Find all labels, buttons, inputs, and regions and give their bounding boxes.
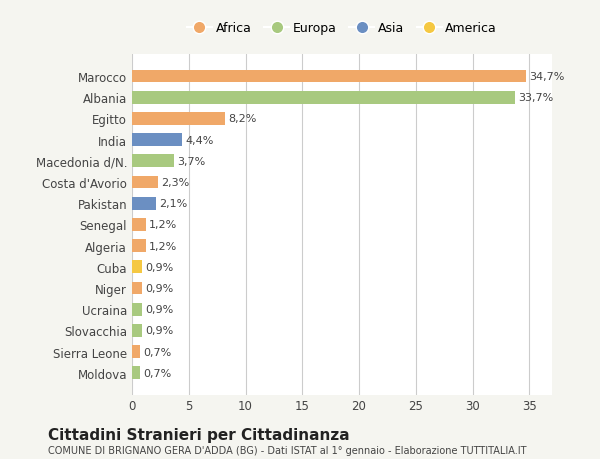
Bar — [132, 303, 142, 316]
Bar — [132, 261, 142, 274]
Text: 0,7%: 0,7% — [143, 368, 172, 378]
Text: 4,4%: 4,4% — [185, 135, 214, 146]
Text: 1,2%: 1,2% — [149, 220, 177, 230]
Text: 0,9%: 0,9% — [146, 326, 174, 336]
Bar — [132, 282, 142, 295]
Bar — [132, 134, 182, 147]
Text: 33,7%: 33,7% — [518, 93, 553, 103]
Bar — [132, 176, 158, 189]
Text: 3,7%: 3,7% — [178, 157, 206, 167]
Text: 1,2%: 1,2% — [149, 241, 177, 251]
Bar — [132, 325, 142, 337]
Text: 0,9%: 0,9% — [146, 262, 174, 272]
Bar — [132, 346, 140, 358]
Legend: Africa, Europa, Asia, America: Africa, Europa, Asia, America — [182, 17, 502, 40]
Text: 34,7%: 34,7% — [529, 72, 565, 82]
Text: COMUNE DI BRIGNANO GERA D'ADDA (BG) - Dati ISTAT al 1° gennaio - Elaborazione TU: COMUNE DI BRIGNANO GERA D'ADDA (BG) - Da… — [48, 445, 527, 455]
Bar — [132, 240, 146, 252]
Text: 0,9%: 0,9% — [146, 304, 174, 314]
Bar — [132, 218, 146, 231]
Bar — [132, 367, 140, 379]
Text: 0,9%: 0,9% — [146, 283, 174, 293]
Text: Cittadini Stranieri per Cittadinanza: Cittadini Stranieri per Cittadinanza — [48, 427, 350, 442]
Bar — [132, 155, 174, 168]
Bar — [132, 113, 225, 125]
Bar — [132, 92, 515, 104]
Bar — [132, 71, 526, 83]
Bar — [132, 197, 156, 210]
Text: 0,7%: 0,7% — [143, 347, 172, 357]
Text: 2,3%: 2,3% — [161, 178, 190, 188]
Text: 2,1%: 2,1% — [159, 199, 187, 209]
Text: 8,2%: 8,2% — [229, 114, 257, 124]
